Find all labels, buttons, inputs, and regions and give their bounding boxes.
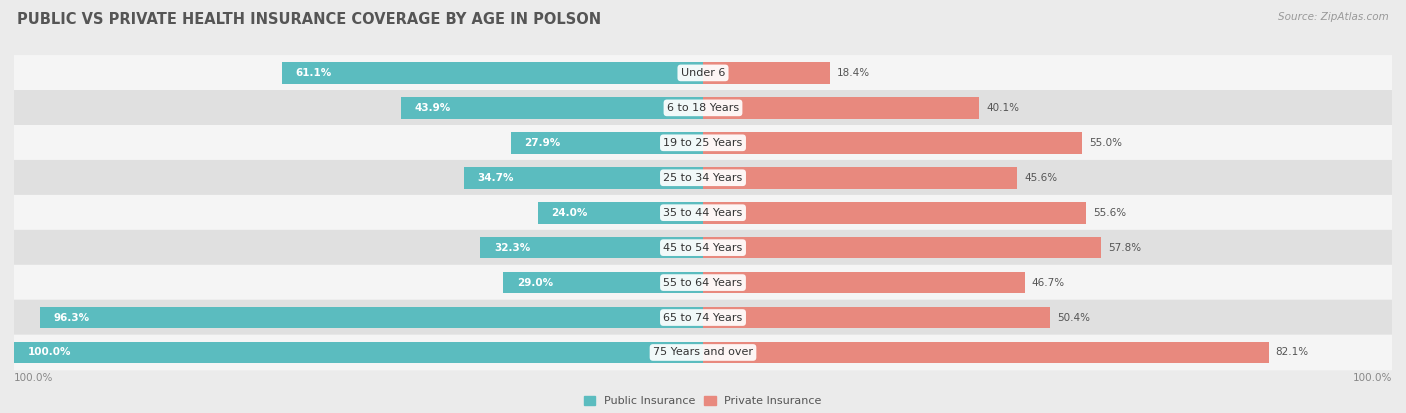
Text: 82.1%: 82.1%	[1275, 347, 1309, 358]
Text: 100.0%: 100.0%	[14, 373, 53, 383]
Text: 45.6%: 45.6%	[1024, 173, 1057, 183]
Text: 35 to 44 Years: 35 to 44 Years	[664, 208, 742, 218]
FancyBboxPatch shape	[14, 335, 1392, 370]
Bar	[703, 237, 1101, 259]
Text: 61.1%: 61.1%	[295, 68, 332, 78]
Bar	[481, 237, 703, 259]
Bar	[464, 167, 703, 189]
Text: 32.3%: 32.3%	[495, 243, 530, 253]
FancyBboxPatch shape	[14, 125, 1392, 161]
Text: 55.0%: 55.0%	[1088, 138, 1122, 148]
Legend: Public Insurance, Private Insurance: Public Insurance, Private Insurance	[579, 392, 827, 411]
FancyBboxPatch shape	[14, 230, 1392, 266]
Bar	[401, 97, 703, 119]
Bar	[703, 202, 1085, 223]
Text: 57.8%: 57.8%	[1108, 243, 1142, 253]
Bar	[283, 62, 703, 84]
Text: 43.9%: 43.9%	[415, 103, 450, 113]
FancyBboxPatch shape	[14, 265, 1392, 300]
Bar	[510, 132, 703, 154]
Bar	[14, 342, 703, 363]
Bar	[703, 342, 1268, 363]
Text: 50.4%: 50.4%	[1057, 313, 1090, 323]
Text: 55.6%: 55.6%	[1092, 208, 1126, 218]
FancyBboxPatch shape	[14, 90, 1392, 126]
Text: 46.7%: 46.7%	[1032, 278, 1064, 287]
FancyBboxPatch shape	[14, 195, 1392, 230]
Bar	[703, 97, 979, 119]
FancyBboxPatch shape	[14, 160, 1392, 196]
Bar	[703, 62, 830, 84]
Bar	[703, 167, 1017, 189]
Text: 25 to 34 Years: 25 to 34 Years	[664, 173, 742, 183]
Text: 19 to 25 Years: 19 to 25 Years	[664, 138, 742, 148]
FancyBboxPatch shape	[14, 55, 1392, 91]
Bar	[703, 132, 1083, 154]
Bar	[503, 272, 703, 293]
Bar	[537, 202, 703, 223]
Text: 27.9%: 27.9%	[524, 138, 561, 148]
Text: 100.0%: 100.0%	[28, 347, 72, 358]
Text: 55 to 64 Years: 55 to 64 Years	[664, 278, 742, 287]
Text: 24.0%: 24.0%	[551, 208, 588, 218]
Text: PUBLIC VS PRIVATE HEALTH INSURANCE COVERAGE BY AGE IN POLSON: PUBLIC VS PRIVATE HEALTH INSURANCE COVER…	[17, 12, 600, 27]
Text: 6 to 18 Years: 6 to 18 Years	[666, 103, 740, 113]
Text: Under 6: Under 6	[681, 68, 725, 78]
Bar	[39, 307, 703, 328]
Text: 18.4%: 18.4%	[837, 68, 870, 78]
Bar	[703, 307, 1050, 328]
Text: 100.0%: 100.0%	[1353, 373, 1392, 383]
Text: 45 to 54 Years: 45 to 54 Years	[664, 243, 742, 253]
Bar	[703, 272, 1025, 293]
Text: 65 to 74 Years: 65 to 74 Years	[664, 313, 742, 323]
Text: Source: ZipAtlas.com: Source: ZipAtlas.com	[1278, 12, 1389, 22]
Text: 29.0%: 29.0%	[517, 278, 553, 287]
Text: 75 Years and over: 75 Years and over	[652, 347, 754, 358]
FancyBboxPatch shape	[14, 300, 1392, 335]
Text: 96.3%: 96.3%	[53, 313, 90, 323]
Text: 40.1%: 40.1%	[986, 103, 1019, 113]
Text: 34.7%: 34.7%	[478, 173, 515, 183]
